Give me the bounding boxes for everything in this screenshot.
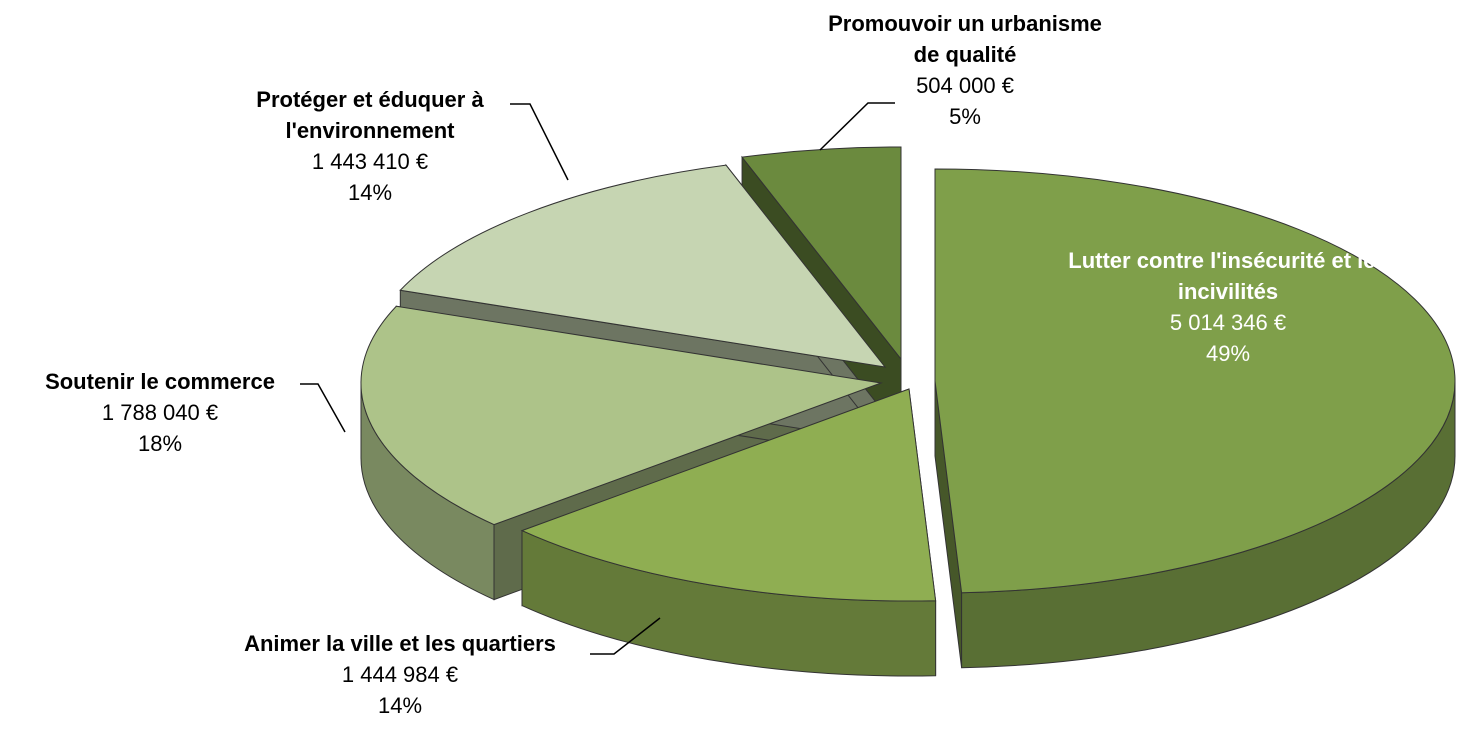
leader-line [819,102,895,151]
value-label: 1 443 410 € [311,149,429,174]
slice [360,305,883,526]
slice [520,388,937,602]
category-label: Soutenir le commerce [45,369,275,394]
data-label: Lutter contre l'insécurité et les incivi… [1063,245,1393,369]
category-label: Lutter contre l'insécurité et les incivi… [1068,248,1388,304]
leader-line [590,617,661,655]
percentage-label: 49% [1205,341,1251,366]
data-label: Animer la ville et les quartiers 1 444 98… [180,628,620,721]
slice [399,164,887,368]
category-label: Promouvoir un urbanisme de qualité [828,11,1102,67]
percentage-label: 18% [137,431,183,456]
value-label: 504 000 € [916,73,1014,98]
category-label: Protéger et éduquer à l'environnement [256,87,484,143]
data-label: Soutenir le commerce 1 788 040 € 18% [0,366,320,459]
leader-line [510,103,569,181]
percentage-label: 14% [347,180,393,205]
value-label: 1 444 984 € [341,662,459,687]
data-label: Protéger et éduquer à l'environnement 1 4… [220,84,520,208]
value-label: 1 788 040 € [101,400,219,425]
leader-line [300,383,346,433]
data-label: Promouvoir un urbanisme de qualité 504 00… [815,8,1115,132]
category-label: Animer la ville et les quartiers [244,631,556,656]
slice [934,168,1456,594]
percentage-label: 5% [949,104,981,129]
percentage-label: 14% [377,693,423,718]
value-label: 5 014 346 € [1169,310,1287,335]
